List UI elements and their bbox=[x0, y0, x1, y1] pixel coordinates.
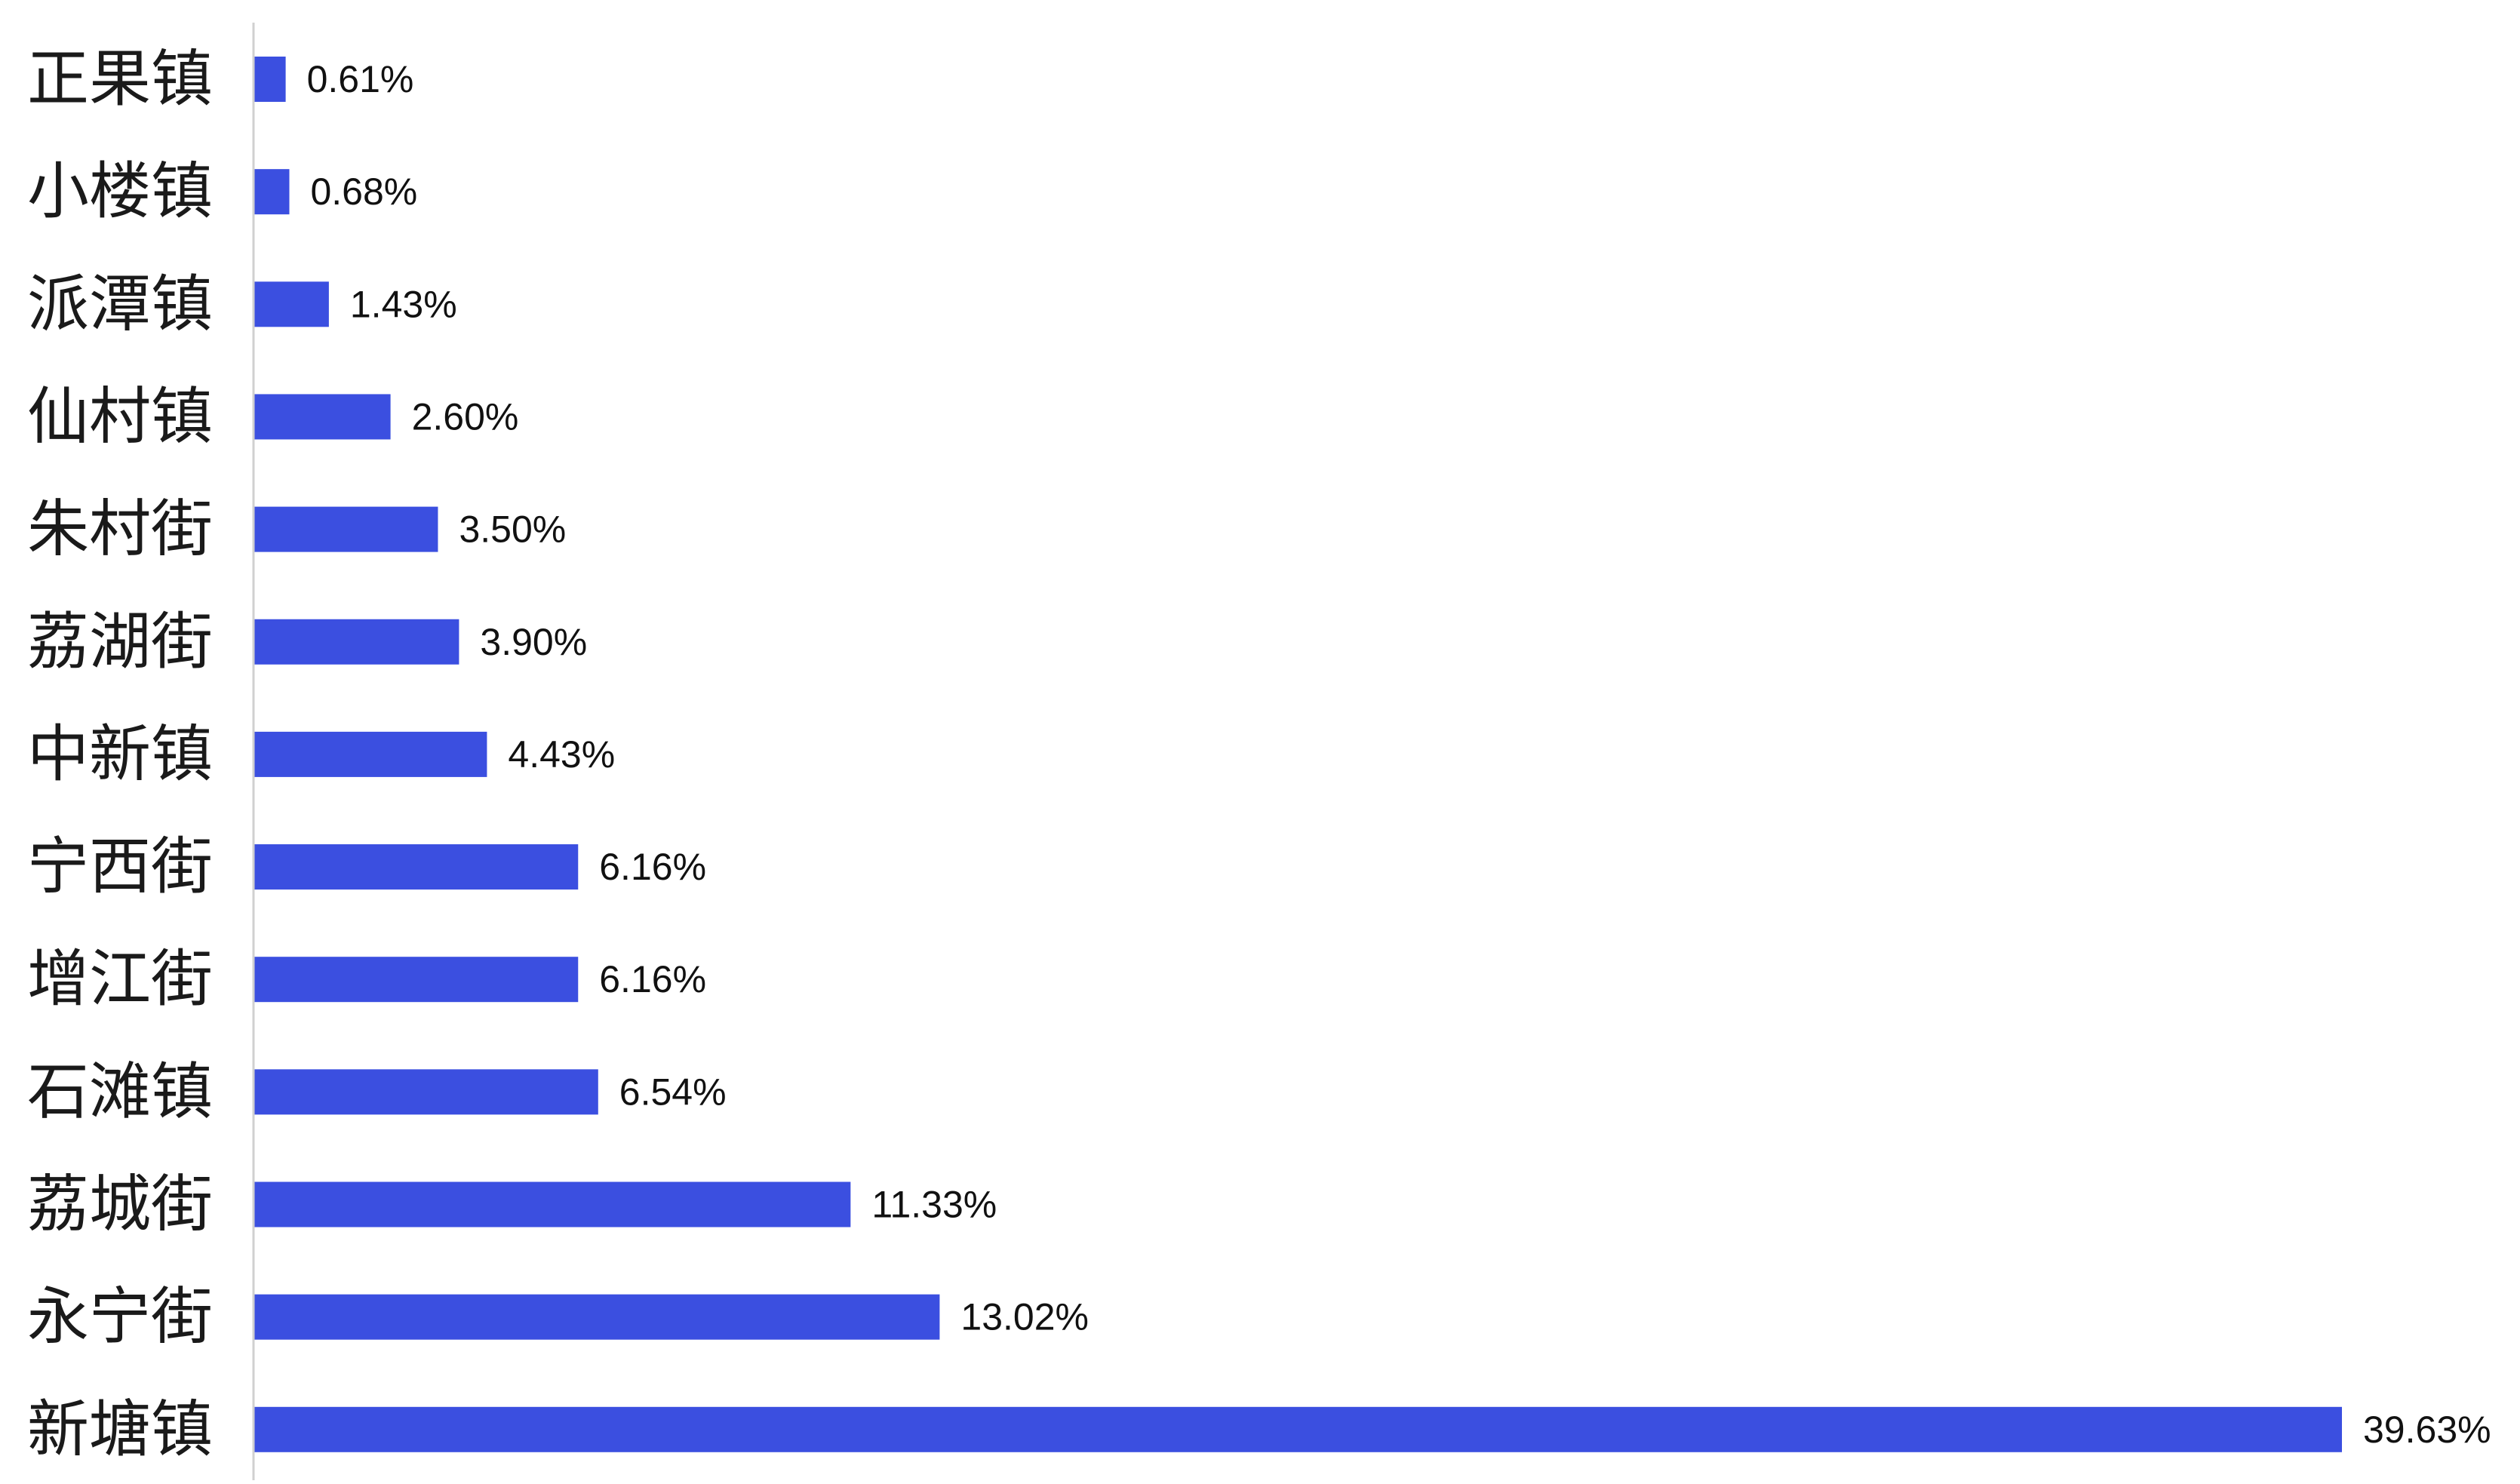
labels-layer: 正果镇 0.61% 小楼镇 0.68% 派潭镇 1.43% 仙村镇 2.60% 朱村街 3.50%… bbox=[27, 44, 2491, 1466]
category-label: 荔城街 bbox=[27, 1169, 213, 1240]
category-label: 中新镇 bbox=[27, 718, 213, 790]
bar-3 bbox=[254, 281, 329, 327]
value-label: 0.68% bbox=[310, 171, 417, 213]
bar-9 bbox=[254, 957, 579, 1003]
value-label: 13.02% bbox=[960, 1296, 1089, 1338]
value-label: 2.60% bbox=[412, 395, 519, 438]
bar-5 bbox=[254, 506, 438, 552]
bar-8 bbox=[254, 844, 579, 890]
bar-1 bbox=[254, 57, 286, 102]
category-label: 派潭镇 bbox=[27, 269, 213, 340]
category-label: 增江街 bbox=[27, 944, 213, 1015]
bars-layer bbox=[254, 57, 2342, 1452]
bar-10 bbox=[254, 1069, 598, 1115]
value-label: 3.90% bbox=[480, 621, 587, 663]
value-label: 0.61% bbox=[307, 58, 414, 100]
category-label: 石滩镇 bbox=[27, 1056, 213, 1128]
category-label: 正果镇 bbox=[27, 44, 213, 115]
category-label: 宁西街 bbox=[27, 831, 213, 903]
bar-12 bbox=[254, 1294, 940, 1340]
value-label: 4.43% bbox=[508, 733, 615, 776]
value-label: 6.54% bbox=[619, 1071, 727, 1113]
value-label: 3.50% bbox=[459, 508, 566, 551]
category-label: 荔湖街 bbox=[27, 606, 213, 677]
value-label: 1.43% bbox=[350, 283, 457, 325]
bar-4 bbox=[254, 394, 391, 440]
category-label: 新塘镇 bbox=[27, 1393, 213, 1465]
category-label: 仙村镇 bbox=[27, 381, 213, 453]
bar-2 bbox=[254, 169, 290, 215]
category-label: 永宁街 bbox=[27, 1281, 213, 1353]
bar-6 bbox=[254, 619, 459, 665]
bar-13 bbox=[254, 1406, 2342, 1452]
category-label: 小楼镇 bbox=[27, 156, 213, 228]
bar-7 bbox=[254, 731, 487, 777]
value-label: 39.63% bbox=[2363, 1409, 2491, 1451]
value-label: 6.16% bbox=[599, 958, 706, 1000]
category-label: 朱村街 bbox=[27, 493, 213, 565]
bar-11 bbox=[254, 1181, 851, 1227]
value-label: 11.33% bbox=[871, 1184, 997, 1226]
value-label: 6.16% bbox=[599, 846, 706, 888]
